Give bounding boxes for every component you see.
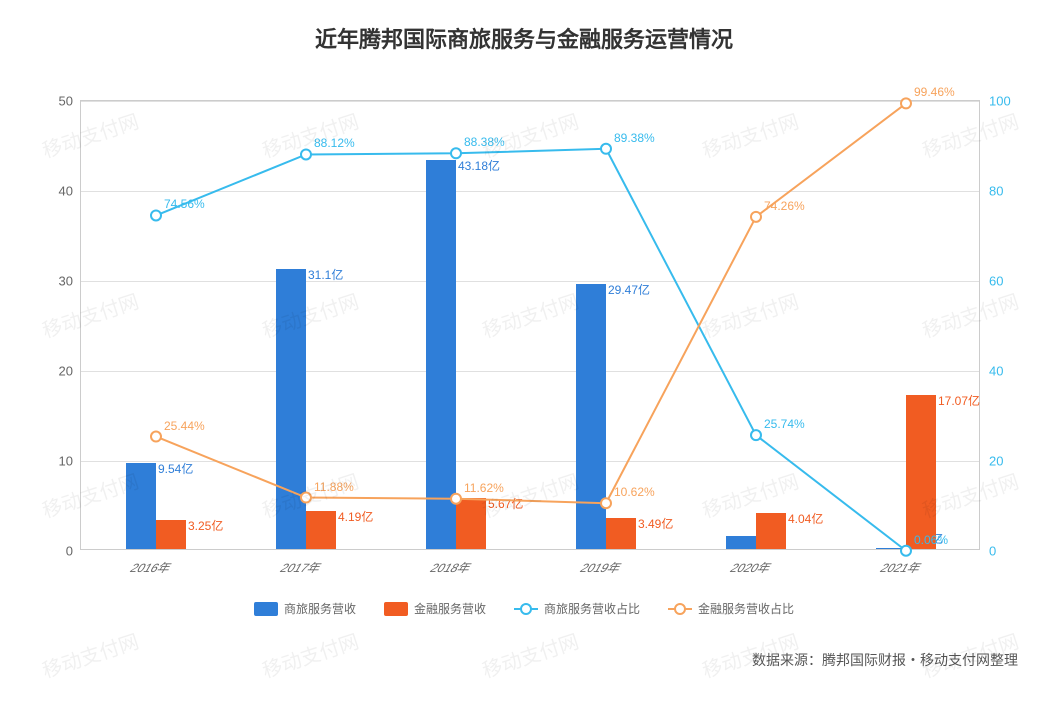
y-right-tick: 20 (989, 454, 1003, 469)
series-marker (901, 546, 911, 556)
y-right-tick: 100 (989, 94, 1011, 109)
line-label: 0.06% (914, 533, 948, 547)
legend-label: 金融服务营收 (414, 600, 486, 617)
y-left-tick: 40 (41, 184, 73, 199)
line-layer (81, 101, 981, 551)
y-left-tick: 50 (41, 94, 73, 109)
series-marker (901, 98, 911, 108)
line-label: 11.88% (314, 480, 354, 494)
line-label: 74.26% (764, 199, 805, 213)
series-marker (751, 212, 761, 222)
series-marker (151, 210, 161, 220)
legend-label: 商旅服务营收 (284, 600, 356, 617)
plot-area: 010203040500204060801002016年2017年2018年20… (80, 100, 980, 550)
x-tick: 2018年 (427, 559, 476, 576)
line-label: 74.56% (164, 197, 205, 211)
x-tick: 2019年 (577, 559, 626, 576)
y-left-tick: 30 (41, 274, 73, 289)
y-right-tick: 80 (989, 184, 1003, 199)
legend-line-swatch (514, 608, 538, 610)
chart-title: 近年腾邦国际商旅服务与金融服务运营情况 (0, 22, 1048, 54)
line-label: 10.62% (614, 485, 655, 499)
y-left-tick: 20 (41, 364, 73, 379)
x-tick: 2017年 (277, 559, 326, 576)
series-marker (601, 144, 611, 154)
y-right-tick: 40 (989, 364, 1003, 379)
legend-item: 金融服务营收 (384, 600, 486, 617)
line-label: 89.38% (614, 131, 655, 145)
legend-label: 商旅服务营收占比 (544, 600, 640, 617)
legend-swatch (254, 602, 278, 616)
line-label: 25.44% (164, 419, 205, 433)
line-label: 88.38% (464, 135, 505, 149)
line-label: 99.46% (914, 85, 955, 99)
series-marker (301, 493, 311, 503)
legend-swatch (384, 602, 408, 616)
legend-line-swatch (668, 608, 692, 610)
legend-item: 商旅服务营收占比 (514, 600, 640, 617)
series-marker (451, 148, 461, 158)
y-right-tick: 60 (989, 274, 1003, 289)
legend: 商旅服务营收 金融服务营收 商旅服务营收占比 金融服务营收占比 (0, 600, 1048, 617)
chart-container: 近年腾邦国际商旅服务与金融服务运营情况 01020304050020406080… (0, 0, 1048, 707)
series-marker (301, 149, 311, 159)
y-right-tick: 0 (989, 544, 996, 559)
watermark: 移动支付网 (478, 625, 582, 683)
series-marker (151, 432, 161, 442)
x-tick: 2020年 (727, 559, 776, 576)
source-text: 数据来源：腾邦国际财报・移动支付网整理 (752, 650, 1018, 670)
y-left-tick: 10 (41, 454, 73, 469)
series-line (156, 103, 906, 503)
watermark: 移动支付网 (38, 625, 142, 683)
series-marker (601, 498, 611, 508)
line-label: 25.74% (764, 417, 805, 431)
y-left-tick: 0 (41, 544, 73, 559)
watermark: 移动支付网 (258, 625, 362, 683)
line-label: 11.62% (464, 481, 504, 495)
line-label: 88.12% (314, 136, 355, 150)
legend-label: 金融服务营收占比 (698, 600, 794, 617)
x-tick: 2016年 (127, 559, 176, 576)
legend-item: 金融服务营收占比 (668, 600, 794, 617)
legend-item: 商旅服务营收 (254, 600, 356, 617)
series-marker (751, 430, 761, 440)
series-marker (451, 494, 461, 504)
x-tick: 2021年 (877, 559, 926, 576)
